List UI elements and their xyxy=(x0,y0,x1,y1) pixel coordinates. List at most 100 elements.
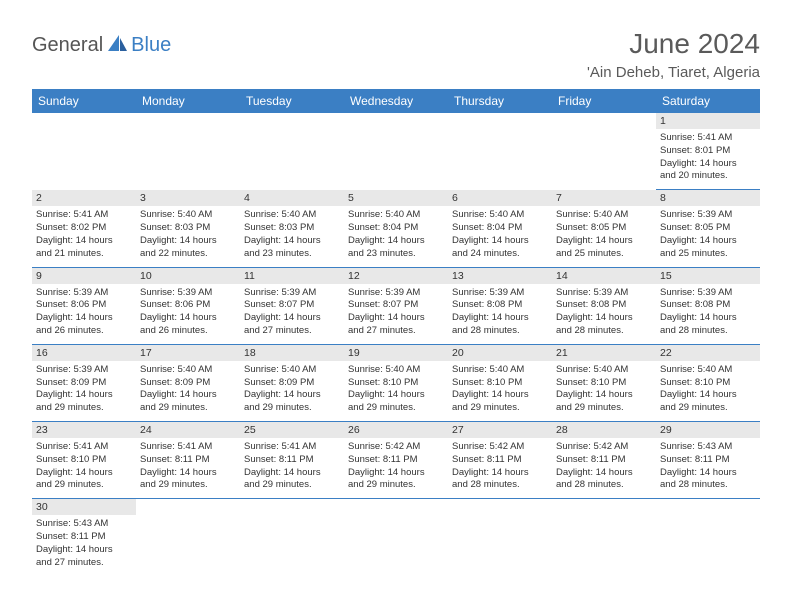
day-cell: Sunrise: 5:39 AMSunset: 8:06 PMDaylight:… xyxy=(136,284,240,345)
daylight-text: and 29 minutes. xyxy=(556,402,652,415)
sunset-text: Sunset: 8:07 PM xyxy=(244,299,340,312)
daylight-text: and 21 minutes. xyxy=(36,248,132,261)
daylight-text: Daylight: 14 hours xyxy=(556,389,652,402)
sunrise-text: Sunrise: 5:41 AM xyxy=(660,132,756,145)
sunrise-text: Sunrise: 5:42 AM xyxy=(348,441,444,454)
daylight-text: and 26 minutes. xyxy=(140,325,236,338)
day-cell: Sunrise: 5:39 AMSunset: 8:06 PMDaylight:… xyxy=(32,284,136,345)
day-number: 29 xyxy=(656,422,760,439)
sunset-text: Sunset: 8:06 PM xyxy=(36,299,132,312)
daylight-text: and 28 minutes. xyxy=(452,325,548,338)
daylight-text: and 27 minutes. xyxy=(244,325,340,338)
daylight-text: Daylight: 14 hours xyxy=(660,158,756,171)
day-cell: Sunrise: 5:40 AMSunset: 8:09 PMDaylight:… xyxy=(136,361,240,422)
sunrise-text: Sunrise: 5:40 AM xyxy=(348,209,444,222)
day-cell: Sunrise: 5:41 AMSunset: 8:01 PMDaylight:… xyxy=(656,129,760,190)
sunrise-text: Sunrise: 5:39 AM xyxy=(660,209,756,222)
day-number: 8 xyxy=(656,190,760,207)
sunrise-text: Sunrise: 5:42 AM xyxy=(556,441,652,454)
sunrise-text: Sunrise: 5:41 AM xyxy=(36,441,132,454)
sunset-text: Sunset: 8:08 PM xyxy=(556,299,652,312)
daylight-text: and 24 minutes. xyxy=(452,248,548,261)
daylight-text: and 23 minutes. xyxy=(244,248,340,261)
daylight-text: Daylight: 14 hours xyxy=(556,235,652,248)
day-cell xyxy=(136,515,240,575)
week-row: Sunrise: 5:41 AMSunset: 8:10 PMDaylight:… xyxy=(32,438,760,499)
dayhead-thu: Thursday xyxy=(448,89,552,113)
daylight-text: Daylight: 14 hours xyxy=(660,312,756,325)
sunrise-text: Sunrise: 5:42 AM xyxy=(452,441,548,454)
day-cell: Sunrise: 5:41 AMSunset: 8:02 PMDaylight:… xyxy=(32,206,136,267)
daylight-text: Daylight: 14 hours xyxy=(660,235,756,248)
sunrise-text: Sunrise: 5:40 AM xyxy=(244,209,340,222)
day-cell: Sunrise: 5:40 AMSunset: 8:10 PMDaylight:… xyxy=(656,361,760,422)
dayhead-sat: Saturday xyxy=(656,89,760,113)
day-number: 12 xyxy=(344,267,448,284)
daynum-row: 9101112131415 xyxy=(32,267,760,284)
daylight-text: Daylight: 14 hours xyxy=(452,467,548,480)
sunrise-text: Sunrise: 5:39 AM xyxy=(36,364,132,377)
brand-part1: General xyxy=(32,34,103,57)
sunset-text: Sunset: 8:09 PM xyxy=(244,377,340,390)
brand-logo: General Blue xyxy=(32,34,171,57)
day-cell xyxy=(448,129,552,190)
sail-icon xyxy=(107,34,129,57)
brand-part2: Blue xyxy=(131,34,171,57)
title-block: June 2024 'Ain Deheb, Tiaret, Algeria xyxy=(587,28,760,81)
day-number xyxy=(344,499,448,516)
daylight-text: Daylight: 14 hours xyxy=(348,312,444,325)
day-cell: Sunrise: 5:41 AMSunset: 8:11 PMDaylight:… xyxy=(240,438,344,499)
day-number: 20 xyxy=(448,344,552,361)
sunset-text: Sunset: 8:09 PM xyxy=(36,377,132,390)
day-cell: Sunrise: 5:40 AMSunset: 8:09 PMDaylight:… xyxy=(240,361,344,422)
day-number: 1 xyxy=(656,113,760,129)
sunrise-text: Sunrise: 5:39 AM xyxy=(244,287,340,300)
sunrise-text: Sunrise: 5:40 AM xyxy=(140,364,236,377)
sunrise-text: Sunrise: 5:41 AM xyxy=(36,209,132,222)
daylight-text: Daylight: 14 hours xyxy=(556,467,652,480)
day-cell xyxy=(344,129,448,190)
sunset-text: Sunset: 8:10 PM xyxy=(36,454,132,467)
daylight-text: and 29 minutes. xyxy=(140,479,236,492)
daylight-text: and 27 minutes. xyxy=(348,325,444,338)
daylight-text: Daylight: 14 hours xyxy=(348,467,444,480)
daylight-text: and 29 minutes. xyxy=(348,402,444,415)
day-number xyxy=(552,499,656,516)
daylight-text: Daylight: 14 hours xyxy=(348,389,444,402)
day-number: 9 xyxy=(32,267,136,284)
sunrise-text: Sunrise: 5:41 AM xyxy=(244,441,340,454)
sunset-text: Sunset: 8:08 PM xyxy=(660,299,756,312)
daylight-text: and 29 minutes. xyxy=(244,479,340,492)
sunset-text: Sunset: 8:04 PM xyxy=(348,222,444,235)
daylight-text: Daylight: 14 hours xyxy=(140,235,236,248)
sunset-text: Sunset: 8:02 PM xyxy=(36,222,132,235)
daylight-text: and 29 minutes. xyxy=(660,402,756,415)
daylight-text: and 28 minutes. xyxy=(556,325,652,338)
month-title: June 2024 xyxy=(587,28,760,60)
sunset-text: Sunset: 8:09 PM xyxy=(140,377,236,390)
day-number xyxy=(240,113,344,129)
day-cell: Sunrise: 5:40 AMSunset: 8:03 PMDaylight:… xyxy=(240,206,344,267)
day-number: 3 xyxy=(136,190,240,207)
sunset-text: Sunset: 8:11 PM xyxy=(556,454,652,467)
daylight-text: and 22 minutes. xyxy=(140,248,236,261)
daylight-text: Daylight: 14 hours xyxy=(36,467,132,480)
daylight-text: and 29 minutes. xyxy=(348,479,444,492)
sunrise-text: Sunrise: 5:39 AM xyxy=(140,287,236,300)
sunset-text: Sunset: 8:05 PM xyxy=(556,222,652,235)
daylight-text: and 28 minutes. xyxy=(556,479,652,492)
week-row: Sunrise: 5:43 AMSunset: 8:11 PMDaylight:… xyxy=(32,515,760,575)
day-number: 25 xyxy=(240,422,344,439)
day-number: 26 xyxy=(344,422,448,439)
sunrise-text: Sunrise: 5:40 AM xyxy=(452,209,548,222)
day-number: 27 xyxy=(448,422,552,439)
day-cell: Sunrise: 5:40 AMSunset: 8:03 PMDaylight:… xyxy=(136,206,240,267)
dayhead-fri: Friday xyxy=(552,89,656,113)
week-row: Sunrise: 5:41 AMSunset: 8:01 PMDaylight:… xyxy=(32,129,760,190)
day-number: 16 xyxy=(32,344,136,361)
day-number: 10 xyxy=(136,267,240,284)
day-cell xyxy=(656,515,760,575)
week-row: Sunrise: 5:39 AMSunset: 8:09 PMDaylight:… xyxy=(32,361,760,422)
daynum-row: 16171819202122 xyxy=(32,344,760,361)
day-cell: Sunrise: 5:41 AMSunset: 8:11 PMDaylight:… xyxy=(136,438,240,499)
